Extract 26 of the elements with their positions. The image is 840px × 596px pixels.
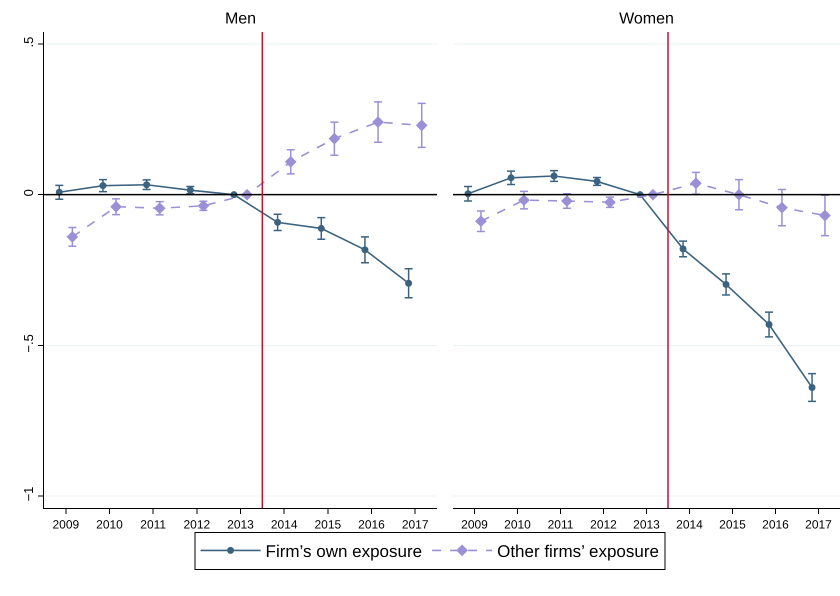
x-tick-label: 2012 (590, 517, 618, 532)
x-tick-label: 2011 (548, 517, 574, 532)
x-tick-label: 2016 (358, 517, 386, 532)
x-tick-label: 2009 (461, 517, 488, 532)
x-tick-label: 2014 (676, 517, 704, 532)
x-tick-label: 2016 (762, 517, 790, 532)
legend-label: Other firms’ exposure (497, 542, 659, 562)
x-tick-label: 2011 (140, 517, 166, 532)
y-tick-label: 0 (20, 189, 36, 196)
chart-title: Men (224, 10, 256, 28)
x-tick-label: 2012 (183, 517, 210, 532)
y-tick-label: .5 (20, 36, 36, 48)
x-tick-label: 2015 (719, 517, 746, 532)
x-tick-label: 2013 (633, 517, 660, 532)
x-tick-label: 2015 (314, 517, 342, 532)
x-tick-label: 2010 (96, 517, 124, 532)
y-tick-label: −1 (20, 486, 36, 502)
x-tick-label: 2017 (402, 517, 429, 532)
chart-title: Women (619, 10, 674, 28)
legend-label: Firm’s own exposure (266, 542, 422, 562)
x-tick-label: 2013 (227, 517, 254, 532)
x-tick-label: 2017 (805, 517, 832, 532)
y-tick-label: −.5 (20, 334, 36, 353)
x-tick-label: 2014 (270, 517, 298, 532)
x-tick-label: 2009 (52, 517, 80, 532)
x-tick-label: 2010 (504, 517, 532, 532)
